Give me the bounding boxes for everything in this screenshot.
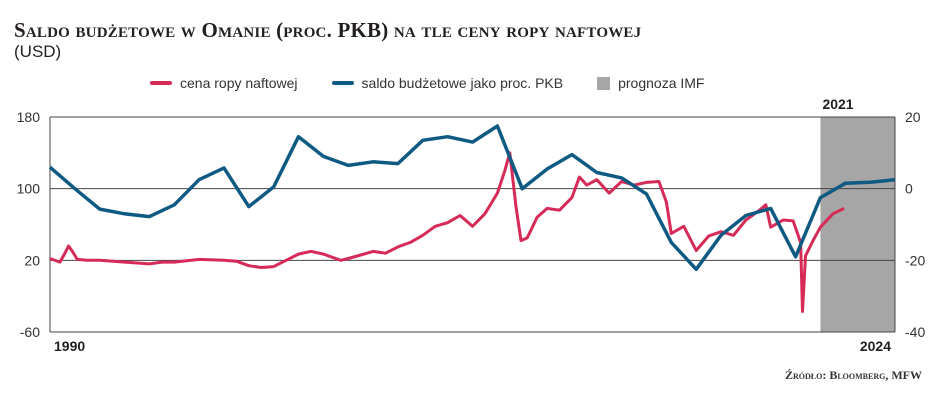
y-tick-label-left: 100 [17,181,41,197]
legend-item-oil: cena ropy naftowej [150,75,298,91]
legend-label-oil: cena ropy naftowej [180,75,298,91]
series-line-oil-price [49,151,845,313]
forecast-band [820,117,895,332]
y-tick-label-left: -60 [20,324,40,340]
source-note: Źródło: Bloomberg, MFW [785,368,922,382]
y-tick-label-right: -40 [905,324,925,340]
legend-swatch-forecast [597,76,611,90]
legend-swatch-balance [331,81,354,85]
y-tick-label-left: 180 [17,109,41,125]
legend-swatch-oil [150,81,172,85]
chart-legend: cena ropy naftowej saldo budżetowe jako … [150,75,738,91]
series-line-budget-balance [48,124,896,272]
x-tick-label-end: 2024 [860,338,891,354]
forecast-year-label: 2021 [822,96,853,112]
chart-title: Saldo budżetowe w Omanie (proc. PKB) na … [14,18,642,42]
y-axis-right: 20 0 -20 -40 [905,109,925,340]
chart-subtitle: (USD) [14,42,62,61]
y-tick-label-right: 20 [905,109,921,125]
legend-item-balance: saldo budżetowe jako proc. PKB [331,75,564,91]
legend-label-balance: saldo budżetowe jako proc. PKB [361,75,564,91]
y-tick-label-right: 0 [905,181,913,197]
y-axis-left: 180 100 20 -60 [17,109,41,340]
legend-label-forecast: prognoza IMF [618,75,705,91]
y-tick-label-left: 20 [24,252,40,268]
y-tick-label-right: -20 [905,252,925,268]
x-tick-label-start: 1990 [54,338,85,354]
legend-item-forecast: prognoza IMF [597,75,704,91]
